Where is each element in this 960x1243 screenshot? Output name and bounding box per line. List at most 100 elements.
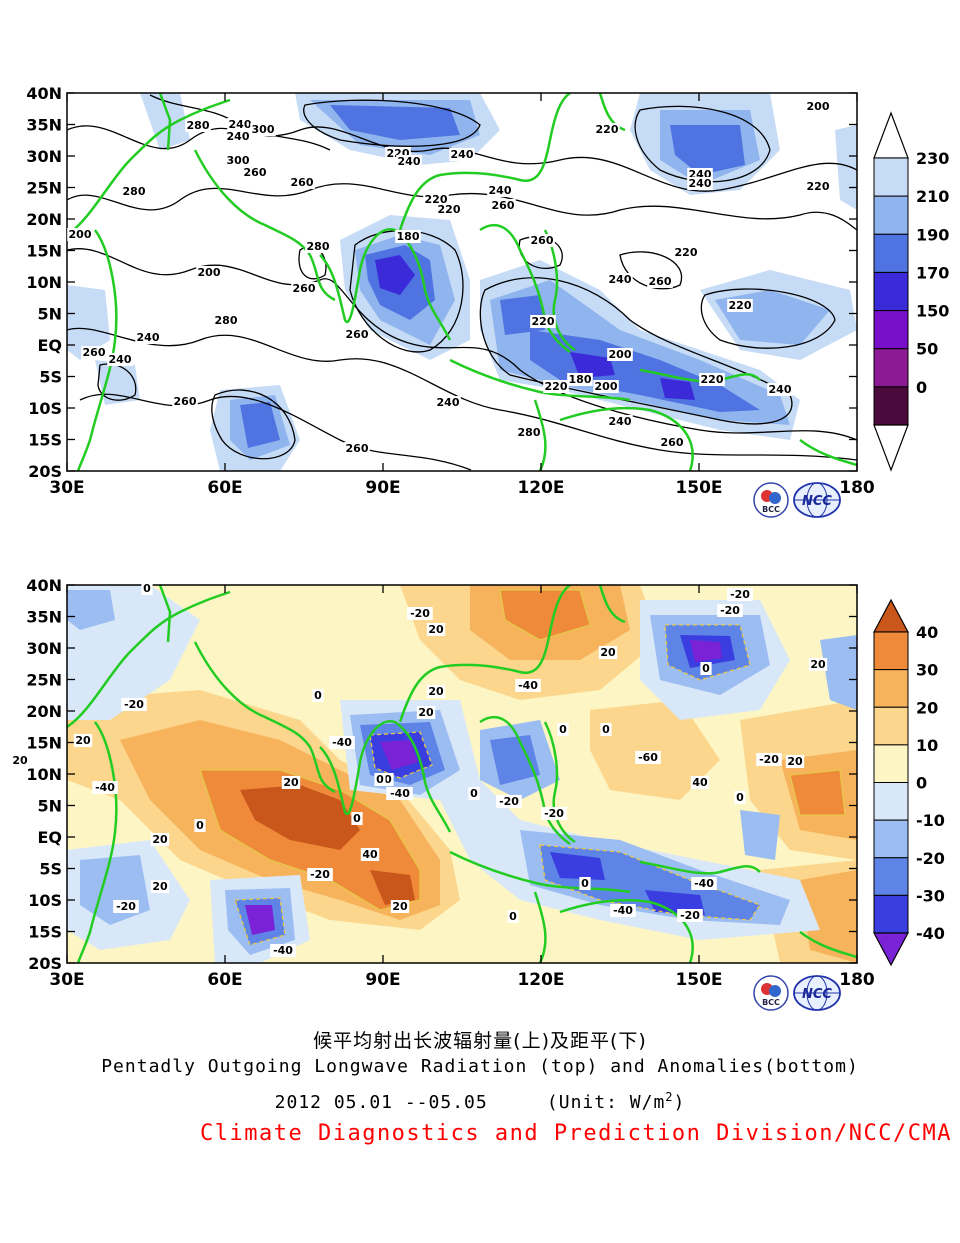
contour-label-bg (92, 781, 118, 794)
olr-contour-lines (67, 94, 857, 471)
contour-label: 0 (602, 723, 610, 736)
contour-label: 0 (196, 819, 204, 832)
contour-label: 280 (215, 314, 238, 327)
contour-label-bg (121, 698, 147, 711)
contour-label-bg (516, 426, 542, 439)
contour-label: -20 (124, 698, 144, 711)
y-tick-label: 35N (26, 116, 62, 135)
contour-label: 200 (595, 380, 618, 393)
colorbar-swatch (873, 782, 909, 821)
contour-label-bg (289, 176, 315, 189)
colorbar-label: 0 (916, 774, 927, 793)
olr-minimum-region (375, 255, 415, 295)
contour-label: 260 (244, 166, 267, 179)
colorbar-swatch (873, 271, 909, 312)
contour-label: 200 (609, 348, 632, 361)
coastline (193, 641, 336, 794)
contour-label: -40 (613, 904, 633, 917)
bcc-logo-mark (769, 492, 781, 504)
contour-label-bg (374, 773, 386, 786)
contour-label-bg (250, 123, 276, 136)
anomaly-negative-region (690, 640, 722, 662)
contour-label-bg (635, 751, 661, 764)
colorbar-tip (873, 932, 909, 967)
bcc-logo-text: BCC (762, 998, 780, 1007)
contour-label: -60 (638, 751, 658, 764)
contour-label-bg (700, 662, 712, 675)
colorbar-label: -40 (916, 924, 945, 943)
anomaly-y-axis: 40N 35N 30N 25N 20N 15N 10N 5N EQ 5S 10S 15S 20S (26, 576, 857, 973)
contour-label-bg (426, 623, 446, 636)
contour-label: 260 (346, 328, 369, 341)
anomaly-positive-region (370, 870, 415, 905)
colorbar-swatch (873, 631, 909, 671)
anomaly-map-panel: 30E 60E 90E 120E 150E 180 40N 35N 30N 25N 20N 15N 1… (10, 576, 945, 990)
contour-label: 20 (810, 658, 826, 671)
contour-label: 20 (152, 833, 168, 846)
contour-label: 220 (425, 193, 448, 206)
contour-label: 20 (12, 754, 28, 767)
colorbar-label: -10 (916, 811, 945, 830)
contour-label-bg (727, 588, 753, 601)
coastline (598, 93, 626, 132)
contour-label-bg (351, 812, 363, 825)
contour-label: -20 (759, 753, 779, 766)
contour-label-bg (468, 787, 480, 800)
contour-label-bg (382, 773, 394, 786)
contour-label: 260 (649, 275, 672, 288)
olr-y-axis: 40N 35N 30N 25N 20N 15N 10N 5N EQ 5S 10S 15S 20S (26, 84, 857, 481)
contour-label: 20 (392, 900, 408, 913)
contour-label-bg (194, 819, 206, 832)
contour-label-bg (390, 900, 410, 913)
contour-label-bg (543, 380, 569, 393)
olr-contour-line (479, 277, 793, 425)
ncc-logo-text: NCC (802, 987, 832, 1002)
coastline (67, 590, 231, 729)
olr-low-region (67, 285, 110, 360)
anomaly-positive-region (500, 590, 590, 640)
coastline (559, 406, 694, 471)
colorbar-swatch (873, 706, 909, 746)
contour-label-bg (690, 776, 710, 789)
contour-label: 260 (174, 395, 197, 408)
anomaly-contour-line (234, 897, 286, 946)
contour-label-bg (281, 776, 301, 789)
contour-label-bg (717, 604, 743, 617)
contour-label-bg (344, 328, 370, 341)
contour-label-bg (607, 348, 633, 361)
olr-contour-line (67, 248, 857, 441)
contour-label-bg (598, 646, 618, 659)
coastline (799, 930, 857, 959)
contour-label-bg (423, 193, 449, 206)
contour-label: 220 (807, 180, 830, 193)
contour-label-bg (387, 787, 413, 800)
contour-label: 240 (109, 353, 132, 366)
contour-label: -20 (116, 900, 136, 913)
coastline (76, 229, 118, 471)
contour-label-bg (805, 180, 831, 193)
x-tick-label: 90E (365, 970, 400, 990)
anomaly-positive-region (790, 770, 845, 815)
contour-label: -20 (499, 795, 519, 808)
colorbar-label: 40 (916, 623, 938, 642)
olr-contour-line (67, 183, 857, 231)
colorbar-label: 10 (916, 736, 938, 755)
colorbar-tip (873, 598, 909, 633)
anomaly-negative-region (67, 590, 115, 630)
contour-label-bg (135, 331, 161, 344)
contour-label: 20 (152, 880, 168, 893)
contour-label-bg (727, 299, 753, 312)
coastline (559, 898, 694, 963)
contour-label: 240 (398, 155, 421, 168)
chinese-title: 候平均射出长波辐射量(上)及距平(下) (313, 1030, 647, 1052)
contour-label-bg (541, 807, 567, 820)
contour-label: 240 (609, 273, 632, 286)
contour-label: 180 (569, 373, 592, 386)
contour-label: 260 (492, 199, 515, 212)
coastline (479, 716, 571, 846)
anomaly-negative-region (740, 810, 780, 860)
ncc-logo-text: NCC (802, 494, 832, 509)
contour-label: 220 (729, 299, 752, 312)
contour-label: 280 (123, 185, 146, 198)
contour-label: 40 (692, 776, 708, 789)
